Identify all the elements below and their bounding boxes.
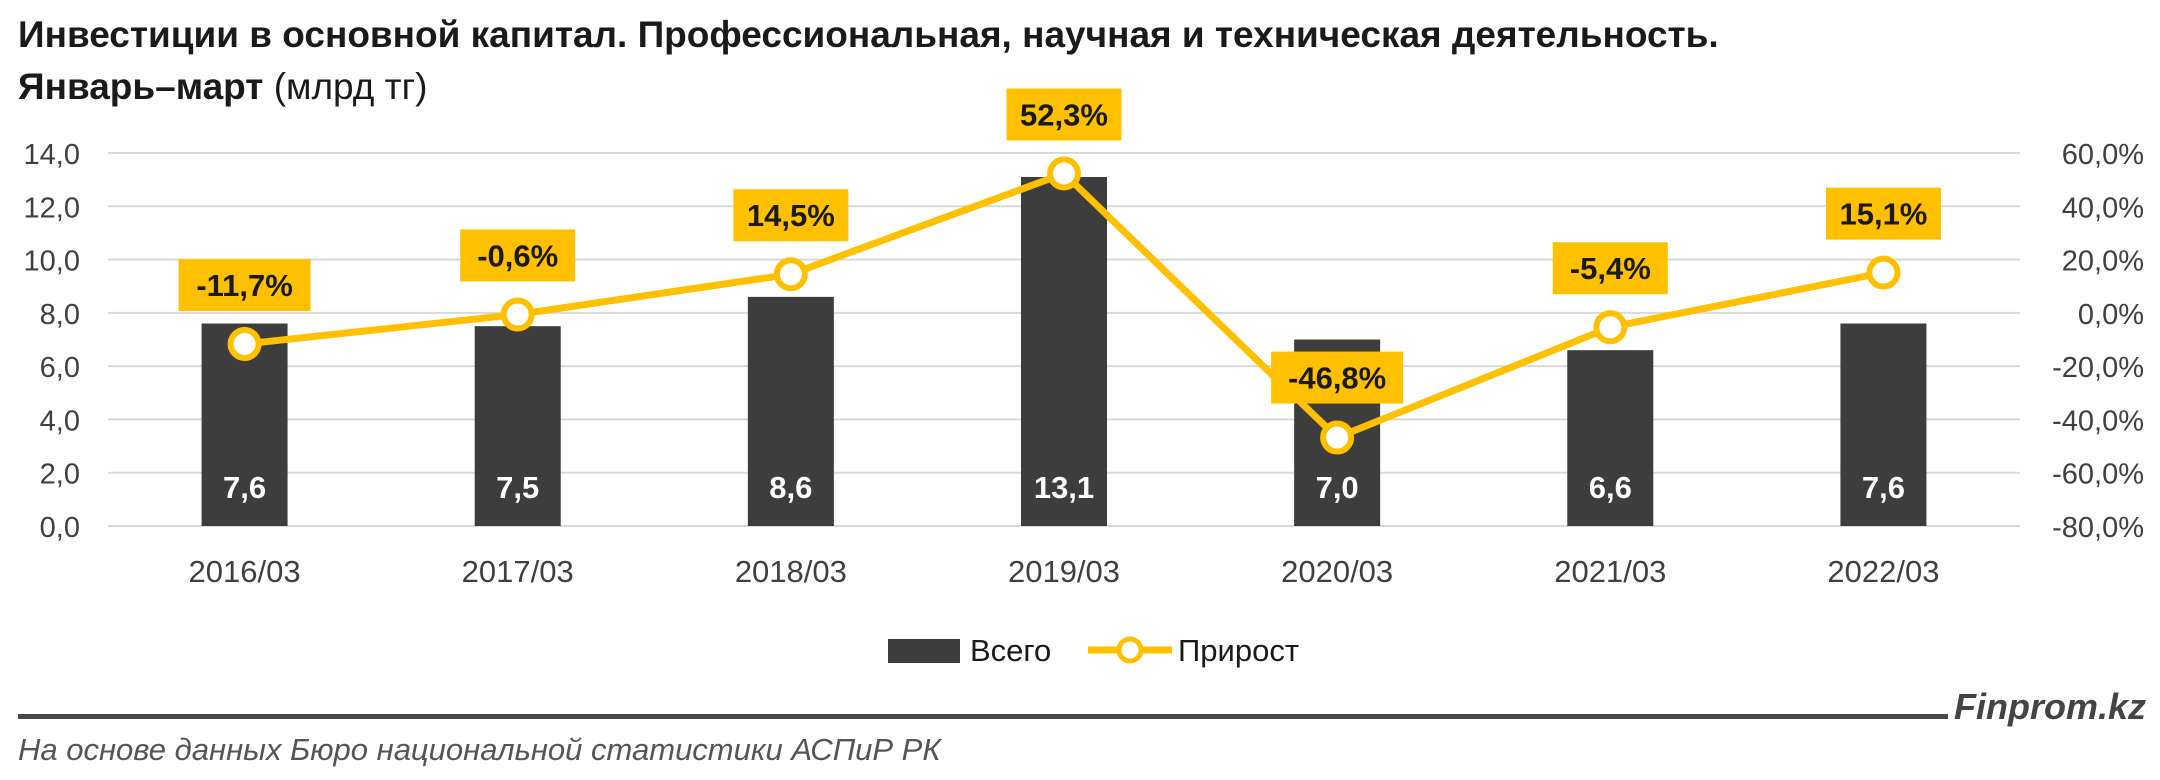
growth-label: 14,5% [747, 198, 835, 233]
x-tick-label: 2020/03 [1281, 554, 1393, 589]
bar [1840, 323, 1927, 526]
subtitle-period: Январь–март [18, 66, 264, 107]
growth-label: 15,1% [1839, 197, 1927, 232]
y-right-tick-label: 0,0% [2078, 299, 2144, 331]
x-tick-label: 2016/03 [189, 554, 301, 589]
y-left-tick-label: 14,0 [24, 139, 80, 171]
growth-point [1047, 156, 1081, 191]
y-left-tick-label: 12,0 [24, 192, 80, 224]
x-tick-label: 2017/03 [462, 554, 574, 589]
growth-label-box [1552, 242, 1668, 295]
y-left-tick-label: 6,0 [40, 352, 80, 384]
growth-label: -0,6% [477, 238, 558, 273]
y-left-tick-label: 4,0 [40, 405, 80, 437]
bar-value-label: 8,6 [769, 470, 812, 505]
footer-divider [18, 714, 1948, 719]
growth-label-box [178, 259, 311, 312]
bar [1567, 350, 1654, 526]
growth-label: 52,3% [1020, 98, 1108, 133]
growth-point [500, 297, 535, 332]
bar [474, 326, 561, 526]
subtitle-unit: (млрд тг) [273, 66, 428, 107]
growth-point [227, 327, 262, 362]
y-right-tick-label: 40,0% [2062, 192, 2144, 224]
y-left-tick-label: 2,0 [40, 459, 80, 491]
legend-label-line: Прирост [1178, 633, 1299, 668]
source-note: На основе данных Бюро национальной стати… [18, 732, 941, 767]
bar [1021, 176, 1107, 526]
bar-value-label: 7,0 [1316, 470, 1359, 505]
y-right-tick-label: -20,0% [2052, 352, 2144, 384]
brand-logo-text: Finprom.kz [1953, 686, 2146, 727]
y-right-tick-label: 60,0% [2062, 139, 2144, 171]
y-left-tick-label: 8,0 [40, 299, 80, 331]
growth-label-box [460, 229, 576, 282]
growth-label-box [733, 189, 849, 242]
growth-label-box [1006, 88, 1122, 141]
y-right-tick-label: -80,0% [2052, 512, 2144, 544]
chart-subtitle: Январь–март (млрд тг) [18, 62, 427, 112]
growth-point [773, 257, 808, 292]
bar-value-label: 7,6 [223, 470, 266, 505]
growth-label-box [1825, 187, 1941, 240]
growth-point [1593, 310, 1628, 345]
bar [747, 296, 834, 526]
bar-value-label: 7,6 [1862, 470, 1905, 505]
growth-point [1320, 420, 1355, 455]
growth-label: -11,7% [196, 268, 293, 303]
bar-value-label: 7,5 [496, 470, 539, 505]
growth-label: -46,8% [1288, 361, 1386, 396]
legend-label-bars: Всего [970, 633, 1051, 668]
growth-label-box [1271, 351, 1404, 404]
growth-point [1866, 255, 1901, 290]
growth-label: -5,4% [1570, 251, 1651, 286]
y-left-tick-label: 0,0 [40, 512, 80, 544]
x-tick-label: 2018/03 [735, 554, 847, 589]
y-right-tick-label: 20,0% [2062, 246, 2144, 278]
bar-value-label: 13,1 [1034, 470, 1094, 505]
x-tick-label: 2022/03 [1827, 554, 1939, 589]
y-right-tick-label: -40,0% [2052, 405, 2144, 437]
chart-title: Инвестиции в основной капитал. Профессио… [18, 14, 1719, 55]
bar-value-label: 6,6 [1589, 470, 1632, 505]
x-tick-label: 2019/03 [1008, 554, 1120, 589]
y-left-tick-label: 10,0 [24, 246, 80, 278]
y-right-tick-label: -60,0% [2052, 459, 2144, 491]
legend-swatch-bars [888, 639, 960, 663]
x-tick-label: 2021/03 [1554, 554, 1666, 589]
legend-swatch-marker [1116, 636, 1144, 664]
